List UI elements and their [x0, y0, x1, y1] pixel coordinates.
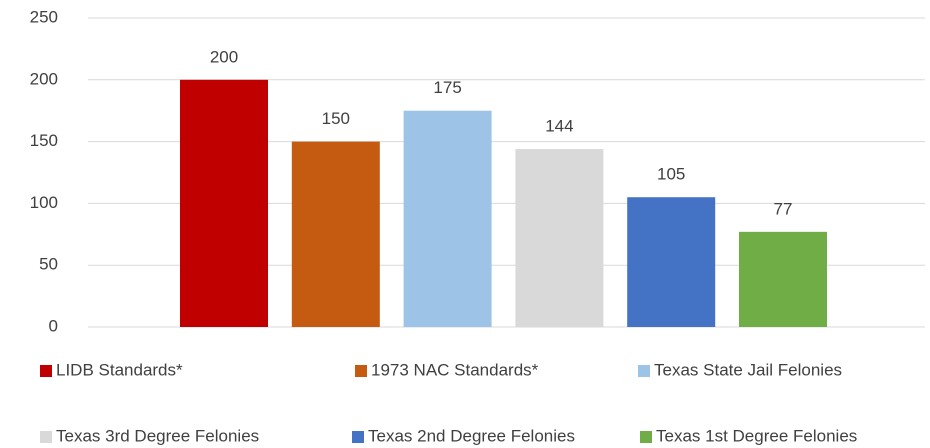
legend-swatch	[40, 431, 52, 443]
y-tick-label: 0	[49, 316, 58, 335]
bar	[515, 149, 604, 327]
bar	[627, 197, 716, 327]
legend-label: Texas State Jail Felonies	[654, 360, 842, 379]
legend-label: Texas 2nd Degree Felonies	[368, 426, 575, 445]
legend-label: LIDB Standards*	[56, 360, 183, 379]
legend-swatch	[640, 431, 652, 443]
data-label: 200	[210, 47, 238, 66]
y-tick-label: 200	[30, 69, 58, 88]
bar	[180, 79, 268, 327]
data-label: 150	[322, 109, 350, 128]
legend-swatch	[352, 431, 364, 443]
data-label: 144	[545, 117, 573, 136]
data-label: 77	[774, 199, 793, 218]
y-tick-label: 50	[39, 255, 58, 274]
data-label: 175	[433, 78, 461, 97]
legend-swatch	[355, 365, 367, 377]
bar	[291, 141, 380, 327]
y-tick-label: 250	[30, 7, 58, 26]
legend-label: 1973 NAC Standards*	[371, 360, 539, 379]
legend-swatch	[40, 365, 52, 377]
bar	[739, 231, 827, 327]
bar	[403, 110, 492, 327]
y-tick-label: 100	[30, 193, 58, 212]
legend-label: Texas 3rd Degree Felonies	[56, 426, 259, 445]
y-tick-label: 150	[30, 131, 58, 150]
legend-label: Texas 1st Degree Felonies	[656, 426, 857, 445]
data-label: 105	[657, 165, 685, 184]
legend-swatch	[638, 365, 650, 377]
